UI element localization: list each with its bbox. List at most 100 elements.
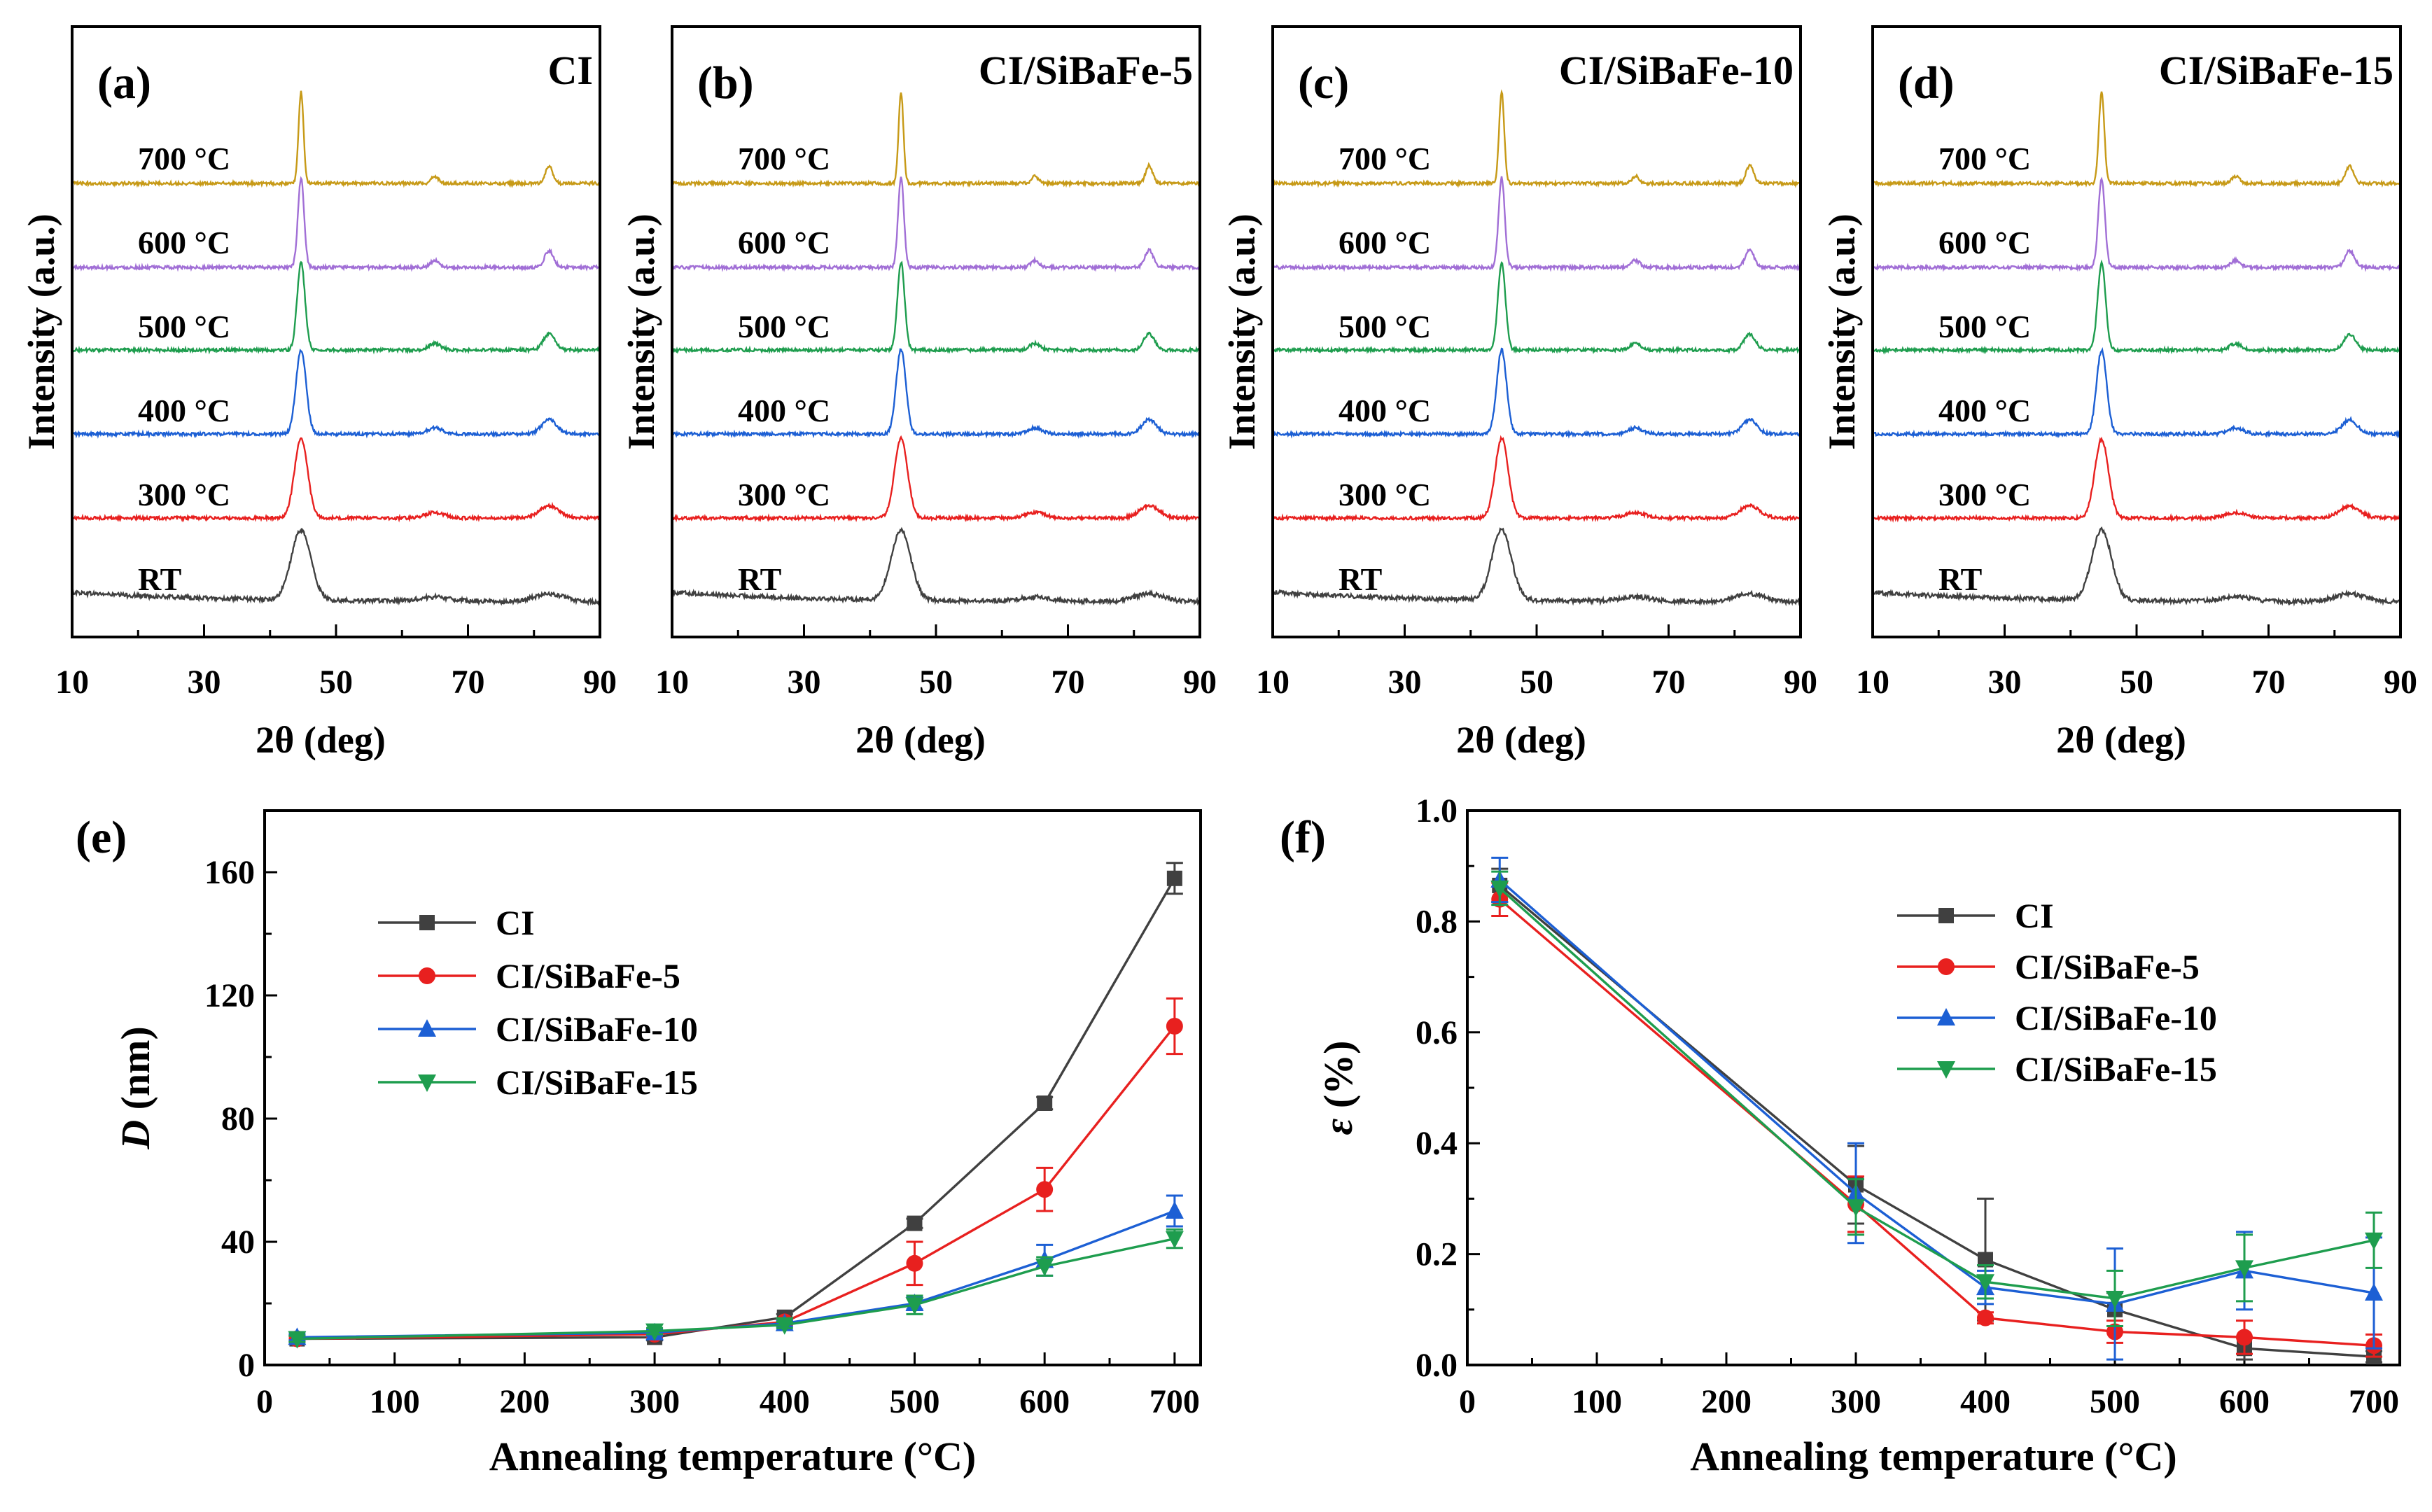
- series-line: [1499, 884, 2375, 1358]
- xrd-ylabel: Intensity (a.u.): [1821, 214, 1863, 450]
- legend-marker: [1938, 958, 1955, 975]
- x-tick-label: 500: [2090, 1383, 2140, 1420]
- series-line: [297, 1210, 1175, 1339]
- legend-marker: [418, 1074, 436, 1092]
- x-tick-label: 200: [1701, 1383, 1752, 1420]
- xrd-trace-3: [1273, 261, 1801, 355]
- x-tick-label: 100: [370, 1383, 420, 1420]
- xrd-xtick-label: 50: [319, 664, 353, 701]
- xrd-panel-d: RT 300 °C 400 °C 500 °C 600 °C 700 °C 10 30 50 70…: [1821, 25, 2417, 761]
- x-tick-label: 600: [2219, 1383, 2270, 1420]
- xrd-xlabel: 2θ (deg): [2056, 719, 2186, 761]
- series-1: [288, 997, 1183, 1348]
- data-point: [2106, 1290, 2124, 1308]
- series-line: [1499, 878, 2375, 1306]
- xrd-trace-label-2: 400 °C: [1938, 393, 2031, 428]
- y-axis-symbol: ε: [1315, 1118, 1361, 1135]
- xrd-trace-label-4: 600 °C: [738, 225, 830, 260]
- sample-title: CI/SiBaFe-15: [2159, 48, 2393, 93]
- xrd-xtick-label: 90: [1183, 664, 1217, 701]
- xrd-trace-1: [1272, 435, 1802, 523]
- series-0: [288, 862, 1183, 1347]
- data-point: [288, 1331, 307, 1349]
- panel-label: (e): [76, 812, 127, 863]
- y-tick-label: 0: [238, 1347, 255, 1384]
- series-line: [297, 1237, 1175, 1340]
- legend-label: CI/SiBaFe-15: [496, 1063, 698, 1102]
- y-axis-symbol: D: [113, 1120, 158, 1150]
- series-line: [1499, 887, 2375, 1300]
- xrd-trace-label-0: RT: [1339, 561, 1382, 597]
- xrd-trace-label-3: 500 °C: [1938, 309, 2031, 344]
- xrd-trace-label-1: 300 °C: [738, 477, 830, 512]
- xrd-xtick-label: 50: [1520, 664, 1553, 701]
- x-tick-label: 700: [2349, 1383, 2399, 1420]
- xrd-trace-label-3: 500 °C: [138, 309, 230, 344]
- y-axis-unit: (%): [1315, 1041, 1361, 1119]
- xrd-trace-label-0: RT: [738, 561, 781, 597]
- xrd-xtick-label: 70: [2252, 664, 2286, 701]
- x-tick-label: 100: [1572, 1383, 1622, 1420]
- xrd-trace-label-2: 400 °C: [738, 393, 830, 428]
- sample-title: CI: [548, 48, 593, 93]
- panel-label: (c): [1298, 57, 1349, 108]
- series-1: [1491, 881, 2382, 1358]
- xrd-trace-label-2: 400 °C: [1339, 393, 1431, 428]
- xrd-trace-label-4: 600 °C: [1339, 225, 1431, 260]
- xrd-xtick-label: 10: [1256, 664, 1290, 701]
- data-point: [1166, 1018, 1183, 1035]
- legend-marker: [419, 967, 435, 984]
- xrd-trace-label-1: 300 °C: [1938, 477, 2031, 512]
- data-point: [1490, 880, 1509, 898]
- x-axis-label: Annealing temperature (°C): [489, 1434, 976, 1479]
- x-tick-label: 0: [256, 1383, 273, 1420]
- data-point: [2236, 1329, 2253, 1346]
- legend-marker: [1937, 1061, 1955, 1079]
- x-tick-label: 200: [499, 1383, 550, 1420]
- data-point: [775, 1317, 794, 1335]
- data-point: [906, 1254, 923, 1272]
- panel-label: (a): [97, 57, 151, 108]
- legend-marker: [419, 915, 435, 930]
- data-point: [1035, 1259, 1054, 1277]
- xrd-trace-1: [71, 437, 601, 523]
- xrd-trace-label-1: 300 °C: [138, 477, 230, 512]
- data-point: [1166, 870, 1182, 886]
- xrd-ylabel: Intensity (a.u.): [620, 214, 662, 450]
- data-point: [1036, 1181, 1054, 1198]
- y-tick-label: 0.6: [1416, 1014, 1458, 1051]
- xrd-panels: RT 300 °C 400 °C 500 °C 600 °C 700 °C 10 30 50 70…: [20, 25, 2417, 761]
- series-line: [297, 877, 1176, 1340]
- xrd-trace-2: [1272, 347, 1801, 439]
- y-axis-label: D (nm): [113, 1026, 158, 1150]
- xrd-xtick-label: 50: [2120, 664, 2153, 701]
- xrd-trace-label-5: 700 °C: [138, 141, 230, 176]
- xrd-xtick-label: 10: [55, 664, 89, 701]
- xrd-trace-3: [71, 260, 601, 355]
- y-axis-unit: (nm): [113, 1026, 158, 1120]
- sample-title: CI/SiBaFe-5: [979, 48, 1193, 93]
- xrd-trace-5: [1272, 89, 1801, 188]
- xrd-xtick-label: 70: [1051, 664, 1085, 701]
- legend-label: CI/SiBaFe-15: [2015, 1049, 2217, 1088]
- legend-marker: [1937, 1008, 1955, 1026]
- xrd-xtick-label: 30: [188, 664, 221, 701]
- data-point: [1165, 1201, 1184, 1219]
- xrd-trace-label-1: 300 °C: [1339, 477, 1431, 512]
- sample-title: CI/SiBaFe-10: [1559, 48, 1794, 93]
- xrd-xlabel: 2θ (deg): [855, 719, 986, 761]
- xrd-trace-label-3: 500 °C: [738, 309, 830, 344]
- x-tick-label: 700: [1149, 1383, 1200, 1420]
- data-point: [2365, 1283, 2383, 1301]
- series-line: [297, 1025, 1176, 1340]
- chart-e-crystallite-size: 0 100 200 300 400 500 600 700 0 40 80 120 160 Anneali…: [76, 809, 1202, 1479]
- xrd-trace-4: [671, 176, 1201, 272]
- legend-label: CI/SiBaFe-5: [2015, 947, 2200, 986]
- x-tick-label: 400: [760, 1383, 810, 1420]
- xrd-xtick-label: 70: [452, 664, 485, 701]
- xrd-ylabel: Intensity (a.u.): [20, 214, 62, 450]
- xrd-trace-2: [1873, 346, 2402, 439]
- xrd-trace-0: [71, 528, 601, 607]
- xrd-trace-label-5: 700 °C: [1339, 141, 1431, 176]
